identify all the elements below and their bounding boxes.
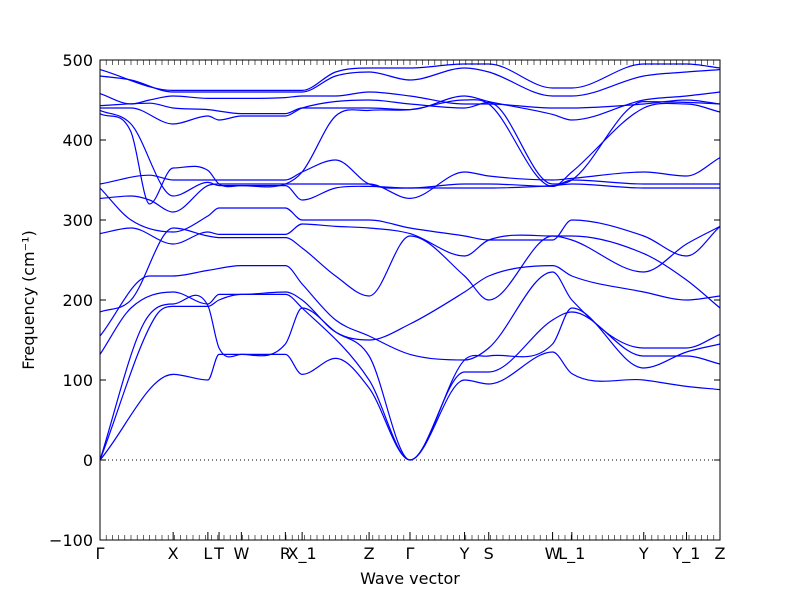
band-line-6 [99, 227, 721, 313]
x-tick-label: Y [459, 544, 470, 563]
y-tick-label: 300 [62, 211, 93, 230]
x-tick-label: L [203, 544, 212, 563]
x-tick-label: S [484, 544, 494, 563]
x-tick-label: W [233, 544, 249, 563]
band-line-15 [99, 91, 721, 109]
x-tick-label: W [545, 544, 561, 563]
x-tick-label: X_1 [288, 544, 317, 564]
x-axis-title: Wave vector [360, 569, 460, 588]
y-tick-label: −100 [49, 531, 93, 550]
phonon-bands [99, 63, 721, 461]
y-axis-title: Frequency (cm⁻¹) [19, 230, 38, 369]
band-line-5 [99, 264, 721, 355]
y-tick-label: 400 [62, 131, 93, 150]
x-tick-label: Y_1 [672, 544, 701, 564]
band-line-11 [99, 109, 720, 201]
y-axis-ticks: −100 0 100 200 300 400 500 [49, 51, 720, 550]
band-line-9 [99, 157, 721, 213]
y-tick-label: 100 [62, 371, 93, 390]
band-line-17 [99, 63, 721, 91]
plot-frame [99, 59, 721, 541]
y-tick-label: 200 [62, 291, 93, 310]
band-line-8 [99, 187, 721, 257]
x-tick-label: Γ [96, 544, 105, 563]
band-line-10 [99, 159, 720, 189]
band-line-13 [99, 99, 721, 185]
x-tick-label: T [213, 544, 224, 563]
band-line-12 [99, 99, 721, 205]
y-tick-label: 500 [62, 51, 93, 70]
x-tick-label: Γ [406, 544, 415, 563]
band-line-14 [99, 91, 721, 121]
band-line-1 [99, 351, 721, 461]
x-tick-label: Z [715, 544, 726, 563]
x-tick-label: X [168, 544, 179, 563]
x-tick-label: Z [364, 544, 375, 563]
band-line-7 [99, 223, 721, 273]
band-line-3 [99, 294, 721, 461]
x-axis-ticks: Γ X L T W RX_1 Z Γ Y S WL_1 Y Y_1 Z [96, 60, 726, 564]
band-line-16 [99, 67, 721, 97]
x-tick-label: R [280, 544, 291, 563]
band-line-4 [99, 265, 721, 361]
y-tick-label: 0 [83, 451, 93, 470]
x-tick-label: Y [638, 544, 649, 563]
x-tick-label: L_1 [558, 544, 585, 564]
